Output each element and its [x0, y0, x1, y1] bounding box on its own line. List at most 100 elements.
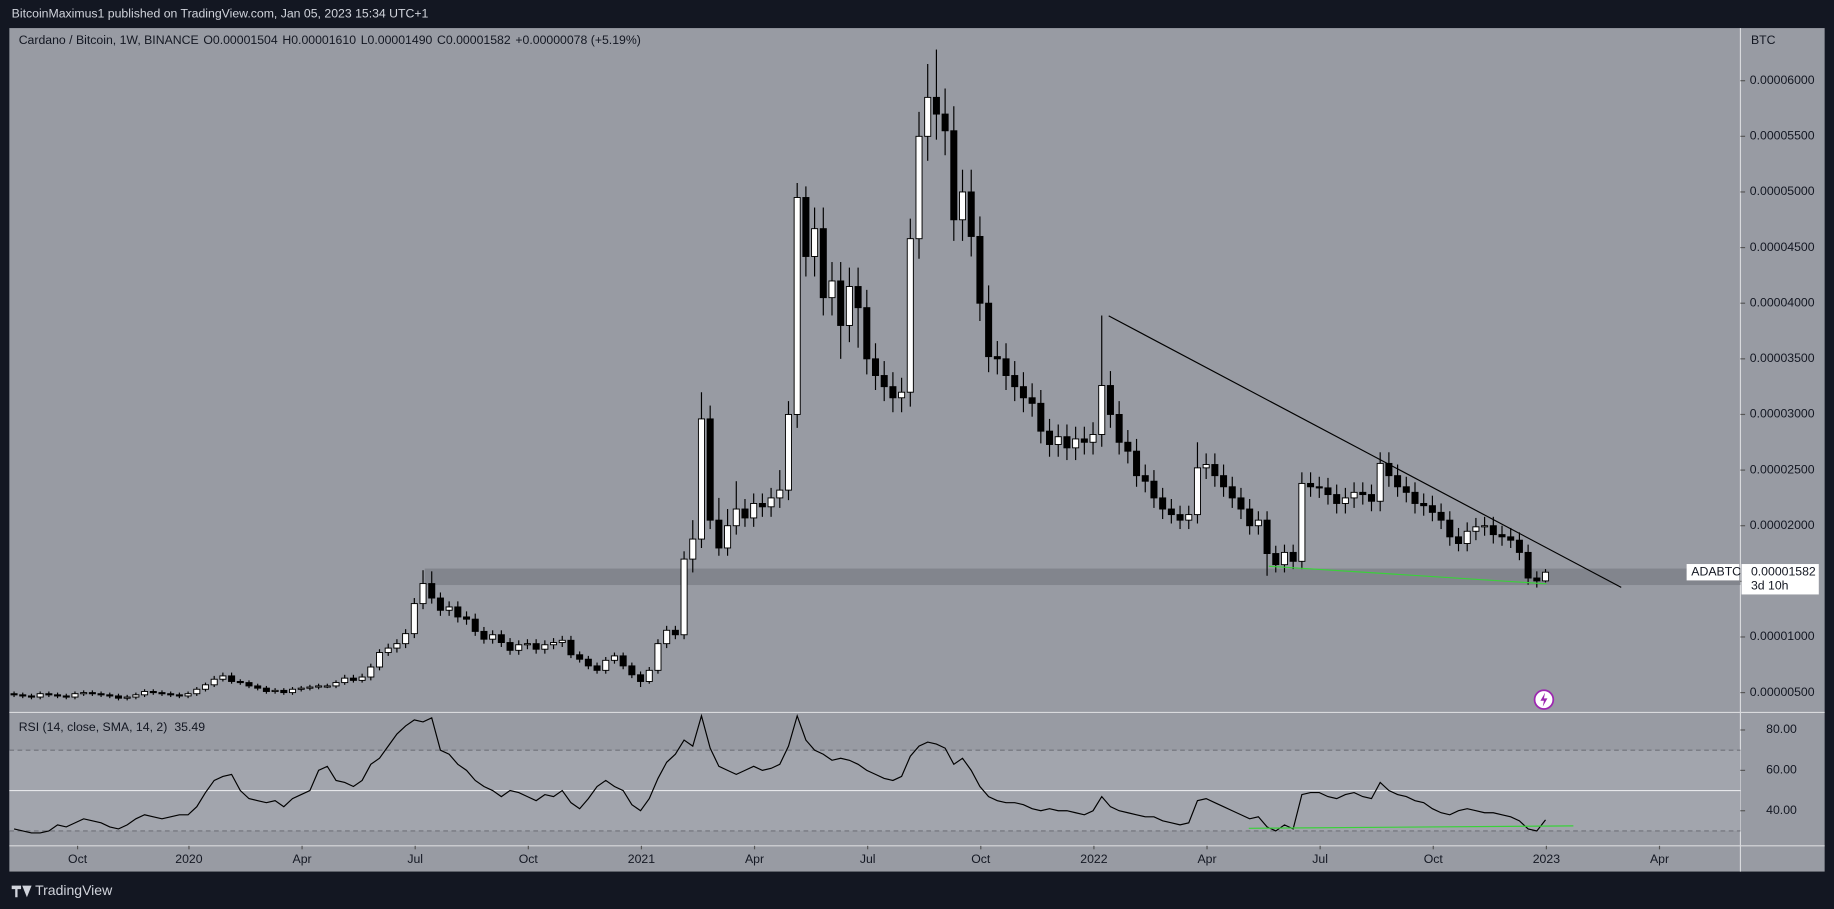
candle-body: [71, 693, 79, 698]
candle-body: [219, 675, 227, 680]
candle-body: [898, 391, 906, 399]
candle-body: [436, 597, 444, 611]
candle-body: [550, 642, 558, 646]
candle-body: [419, 583, 427, 605]
candle-body: [1037, 402, 1045, 432]
candle-body: [149, 691, 157, 694]
candle-body: [1054, 436, 1062, 445]
candle-body: [315, 685, 323, 688]
candle-body: [1202, 464, 1210, 469]
symbol-label: ADABTC: [1691, 564, 1741, 578]
candle-body: [1307, 482, 1315, 488]
candle-body: [819, 228, 827, 299]
x-tick-label: Jul: [407, 852, 423, 866]
candle-body: [210, 678, 218, 686]
candle-body: [1272, 553, 1280, 566]
candle-body: [1280, 551, 1288, 566]
candle-body: [967, 191, 975, 237]
candle-body: [1298, 482, 1306, 562]
candle-body: [280, 689, 288, 694]
indicator-title: RSI (14, close, SMA, 14, 2): [19, 720, 168, 734]
candle-body: [697, 418, 705, 540]
published-note: BitcoinMaximus1 published on TradingView…: [12, 6, 429, 20]
candle-body: [932, 96, 940, 115]
candle-body: [811, 228, 819, 257]
candle-body: [1498, 534, 1506, 538]
candle-body: [1228, 486, 1236, 499]
last-price: 0.00001582: [1751, 564, 1816, 578]
ohlc-label: H: [282, 33, 291, 47]
axis-unit: BTC: [1751, 33, 1776, 47]
y-tick-label: 0.00003000: [1750, 407, 1815, 421]
candle-body: [358, 676, 366, 681]
candle-body: [645, 669, 653, 682]
candle-body: [158, 692, 166, 695]
candle-body: [1263, 519, 1271, 554]
brand-logo: [11, 885, 32, 898]
candle-body: [193, 688, 201, 695]
y-tick-label: 40.00: [1766, 803, 1797, 817]
candle-body: [758, 502, 766, 508]
indicator-value: 35.49: [174, 720, 205, 734]
candle-body: [1376, 462, 1384, 502]
candle-body: [671, 629, 679, 636]
candle-body: [976, 235, 984, 304]
candle-body: [1176, 514, 1184, 521]
candle-body: [410, 603, 418, 635]
y-tick-label: 0.00004500: [1750, 240, 1815, 254]
candle-body: [567, 639, 575, 656]
candle-body: [576, 654, 584, 660]
candle-body: [1193, 467, 1201, 516]
candle-body: [1446, 519, 1454, 538]
candle-body: [1411, 491, 1419, 504]
candle-body: [767, 497, 775, 508]
candle-body: [1159, 497, 1167, 510]
trend-line: [1268, 565, 1547, 585]
candle-body: [236, 681, 244, 684]
candle-body: [254, 685, 262, 689]
brand: TradingView: [35, 882, 113, 898]
y-tick-label: 0.00000500: [1750, 685, 1815, 699]
candle-body: [54, 694, 62, 697]
candle-body: [297, 687, 305, 690]
candle-body: [1402, 486, 1410, 493]
candle-body: [497, 634, 505, 644]
candle-body: [1341, 497, 1349, 504]
candle-body: [349, 677, 357, 681]
candle-body: [854, 286, 862, 309]
candle-body: [1533, 577, 1541, 582]
candle-body: [19, 694, 27, 697]
candle-body: [1472, 526, 1480, 532]
candle-body: [950, 130, 958, 221]
candle-body: [341, 677, 349, 684]
candle-body: [1542, 571, 1550, 582]
ohlc-label: O: [203, 33, 213, 47]
candle-body: [1507, 536, 1515, 541]
candle-body: [1333, 494, 1341, 504]
candle-body: [1098, 385, 1106, 435]
candle-body: [1350, 491, 1358, 499]
candle-body: [36, 693, 44, 698]
candle-body: [915, 135, 923, 240]
candle-body: [732, 508, 740, 527]
candle-body: [62, 695, 70, 698]
candle-body: [1133, 450, 1141, 477]
candle-body: [288, 688, 297, 694]
ohlc-value: 0.00001490: [368, 33, 433, 47]
candle-body: [1063, 436, 1071, 449]
trend-line: [1108, 315, 1622, 588]
candle-body: [1420, 502, 1428, 507]
candle-body: [471, 618, 479, 632]
candle-body: [619, 655, 627, 667]
candle-body: [97, 693, 105, 696]
candle-body: [941, 113, 949, 132]
candle-body: [959, 191, 967, 221]
x-tick-label: Oct: [519, 852, 539, 866]
candle-body: [1315, 486, 1323, 489]
candle-body: [1324, 487, 1332, 496]
candle-body: [741, 508, 749, 519]
candle-body: [106, 694, 114, 697]
candle-body: [880, 375, 888, 388]
candle-body: [1046, 430, 1054, 445]
price-badge: [1741, 564, 1819, 595]
